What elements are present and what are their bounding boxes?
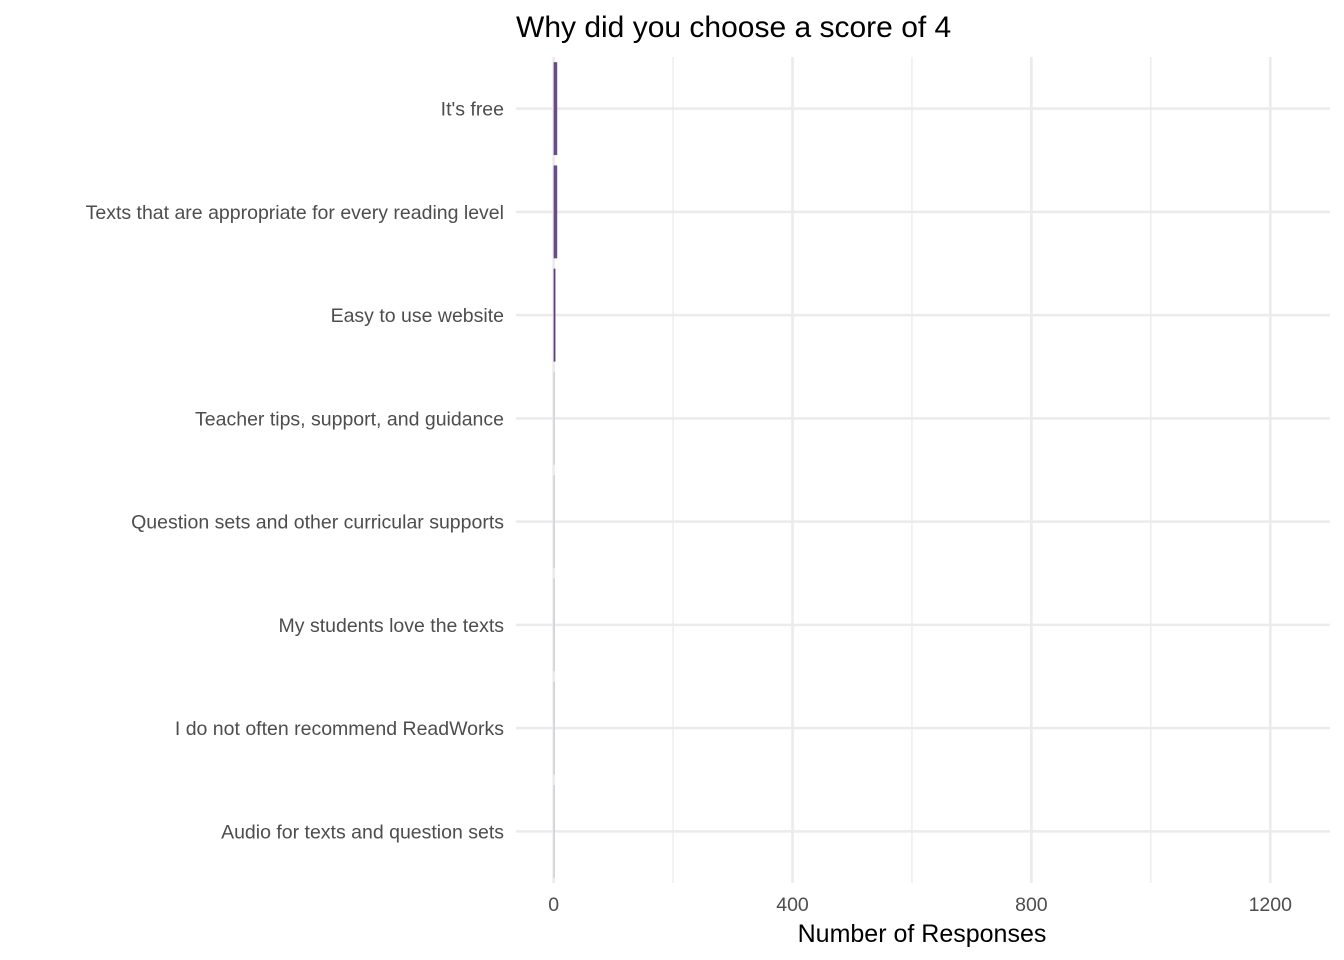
y-tick-label: Easy to use website [331,305,504,327]
bar-layer [553,62,558,878]
x-tick-label: 1200 [1249,894,1293,916]
x-tick-label: 400 [776,894,809,916]
y-tick-label: My students love the texts [279,615,505,637]
y-tick-label: Audio for texts and question sets [221,821,504,843]
y-tick-label: I do not often recommend ReadWorks [175,718,504,740]
x-tick-labels: 0 400 800 1200 [548,894,1292,916]
bar [553,784,555,878]
bar [553,371,555,465]
bar [553,475,555,569]
bar [553,578,555,672]
chart-title: Why did you choose a score of 4 [516,11,951,44]
grid-layer [516,57,1330,883]
x-tick-label: 0 [548,894,559,916]
bar [553,268,556,362]
y-tick-label: Teacher tips, support, and guidance [195,408,504,430]
y-tick-label: Texts that are appropriate for every rea… [86,202,504,224]
y-tick-labels: It's free Texts that are appropriate for … [86,99,505,844]
y-tick-label: It's free [441,99,504,121]
y-tick-label: Question sets and other curricular suppo… [131,512,504,534]
x-axis-title: Number of Responses [798,920,1047,948]
bar [553,62,558,156]
bar [553,681,555,775]
x-tick-label: 800 [1015,894,1048,916]
bar [553,165,558,259]
